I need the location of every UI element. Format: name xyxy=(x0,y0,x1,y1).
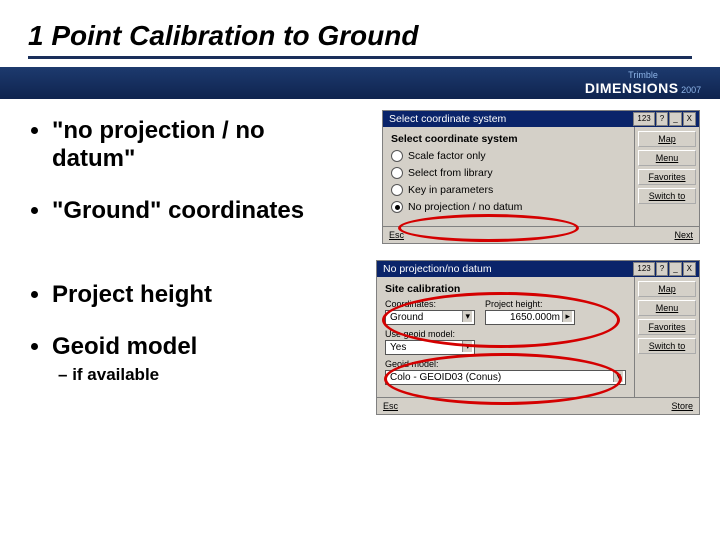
project-height-field[interactable]: 1650.000m xyxy=(485,310,575,325)
dialog2-title: No projection/no datum xyxy=(383,263,492,275)
esc-button[interactable]: Esc xyxy=(389,230,404,240)
geoid-q-label: Use geoid model: xyxy=(385,329,475,339)
dialog1-titlebar: Select coordinate system 123 ? _ X xyxy=(383,111,699,127)
bullet-2: "Ground" coordinates xyxy=(52,197,352,225)
coord-label: Coordinates: xyxy=(385,299,475,309)
badge2-help[interactable]: ? xyxy=(656,262,668,276)
radio-keyin-label: Key in parameters xyxy=(408,184,493,196)
coordinates-dropdown[interactable]: Ground xyxy=(385,310,475,325)
dialog2-titlebar: No projection/no datum 123 ? _ X xyxy=(377,261,699,277)
dialog1-title: Select coordinate system xyxy=(389,113,506,125)
badge-help[interactable]: ? xyxy=(656,112,668,126)
radio-select-library-label: Select from library xyxy=(408,167,493,179)
bullet-4: Geoid model if available xyxy=(52,333,352,385)
badge-min[interactable]: _ xyxy=(669,112,681,126)
logo-main: DIMENSIONS xyxy=(585,80,679,96)
side-map[interactable]: Map xyxy=(638,131,696,147)
dialog2-heading: Site calibration xyxy=(385,283,626,295)
side-switch[interactable]: Switch to xyxy=(638,188,696,204)
side2-menu[interactable]: Menu xyxy=(638,300,696,316)
radio-no-projection[interactable]: No projection / no datum xyxy=(391,201,626,213)
use-geoid-dropdown[interactable]: Yes xyxy=(385,340,475,355)
radio-scale-factor[interactable]: Scale factor only xyxy=(391,150,626,162)
bullet-1: "no projection / no datum" xyxy=(52,117,352,173)
badge2-close[interactable]: X xyxy=(683,262,696,276)
dialog-no-projection: No projection/no datum 123 ? _ X Site ca… xyxy=(376,260,700,415)
side-menu[interactable]: Menu xyxy=(638,150,696,166)
badge2-min[interactable]: _ xyxy=(669,262,681,276)
ph-label: Project height: xyxy=(485,299,575,309)
header-bar: Trimble DIMENSIONS 2007 xyxy=(0,67,720,99)
next-button[interactable]: Next xyxy=(674,230,693,240)
badge2-123[interactable]: 123 xyxy=(633,262,654,276)
radio-select-library[interactable]: Select from library xyxy=(391,167,626,179)
side2-favorites[interactable]: Favorites xyxy=(638,319,696,335)
radio-scale-factor-label: Scale factor only xyxy=(408,150,486,162)
radio-keyin[interactable]: Key in parameters xyxy=(391,184,626,196)
store-button[interactable]: Store xyxy=(671,401,693,411)
brand-logo: Trimble DIMENSIONS 2007 xyxy=(578,65,708,101)
slide-title: 1 Point Calibration to Ground xyxy=(28,20,692,59)
side2-map[interactable]: Map xyxy=(638,281,696,297)
badge-123[interactable]: 123 xyxy=(633,112,654,126)
dialog-select-coord-system: Select coordinate system 123 ? _ X Selec… xyxy=(382,110,700,244)
logo-year: 2007 xyxy=(681,85,701,95)
geoid-label: Geoid model: xyxy=(385,359,626,369)
dialog1-heading: Select coordinate system xyxy=(391,133,626,145)
bullet-3: Project height xyxy=(52,281,352,309)
bullet-4-sub: if available xyxy=(58,365,352,385)
logo-top: Trimble xyxy=(628,70,658,80)
side2-switch[interactable]: Switch to xyxy=(638,338,696,354)
radio-no-projection-label: No projection / no datum xyxy=(408,201,522,213)
geoid-model-dropdown[interactable]: Colo - GEOID03 (Conus) xyxy=(385,370,626,385)
side-favorites[interactable]: Favorites xyxy=(638,169,696,185)
badge-close[interactable]: X xyxy=(683,112,696,126)
esc2-button[interactable]: Esc xyxy=(383,401,398,411)
bullet-4-text: Geoid model xyxy=(52,333,197,360)
